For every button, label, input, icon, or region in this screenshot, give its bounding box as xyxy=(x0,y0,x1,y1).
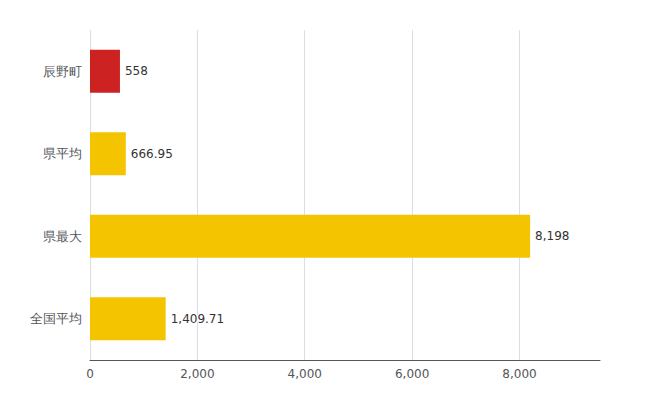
svg-text:6,000: 6,000 xyxy=(395,367,429,381)
svg-text:2,000: 2,000 xyxy=(180,367,214,381)
svg-text:0: 0 xyxy=(86,367,94,381)
svg-text:県平均: 県平均 xyxy=(43,146,82,161)
svg-text:県最大: 県最大 xyxy=(43,229,82,244)
svg-text:辰野町: 辰野町 xyxy=(43,64,82,79)
svg-text:8,198: 8,198 xyxy=(535,229,569,243)
svg-text:558: 558 xyxy=(125,64,148,78)
svg-text:666.95: 666.95 xyxy=(131,147,173,161)
svg-text:1,409.71: 1,409.71 xyxy=(171,312,224,326)
svg-text:8,000: 8,000 xyxy=(502,367,536,381)
svg-text:全国平均: 全国平均 xyxy=(30,311,82,326)
svg-text:4,000: 4,000 xyxy=(288,367,322,381)
